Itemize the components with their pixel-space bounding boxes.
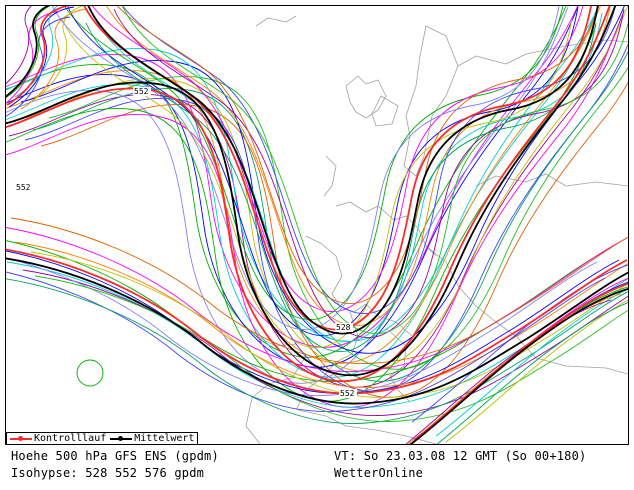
contour576-south-member-0 — [6, 240, 612, 382]
contour-label-bg — [15, 183, 33, 192]
coastline-12 — [255, 15, 297, 27]
provider-name: WetterOnline — [334, 466, 424, 480]
contour576-south-member-1 — [6, 250, 620, 394]
contour576-south-member-4 — [14, 241, 628, 388]
contour552-trough-member-6 — [16, 6, 628, 372]
contour-label: 528 — [336, 323, 351, 332]
coastlines — [245, 15, 628, 444]
contour528-trough-member-3 — [91, 12, 603, 342]
coastline-10 — [297, 409, 437, 444]
coastline-11 — [475, 173, 628, 187]
contour-label: 552 — [340, 389, 355, 398]
contour576-south-member-6 — [30, 251, 628, 398]
contour576-south-member-10 — [6, 257, 598, 396]
contour-label-bg — [133, 87, 151, 96]
contour-se-member-3 — [435, 288, 628, 437]
contour-label: 552 — [134, 87, 149, 96]
coastline-2 — [403, 25, 459, 177]
contour528-trough-member-2 — [91, 6, 584, 312]
member-closed-contour — [76, 359, 104, 387]
mean-552 — [6, 6, 617, 377]
contour552-trough-member-0 — [6, 6, 567, 358]
map-panel: 552 552 528 552 — [5, 5, 629, 445]
contour-nw-swirl-member-1 — [8, 6, 75, 108]
control-swatch — [10, 435, 32, 441]
ensemble-contour-map: 552 552 528 552 — [6, 6, 628, 444]
coastline-1 — [371, 95, 399, 127]
coastline-3 — [457, 39, 628, 67]
isohypse-levels: Isohypse: 528 552 576 gpdm — [11, 466, 205, 480]
coastline-4 — [335, 201, 437, 257]
contour-nw-swirl-member-5 — [6, 6, 32, 85]
coastline-9 — [245, 335, 307, 444]
contour-labels: 552 552 528 552 — [15, 87, 357, 398]
contour-nw-swirl-member-2 — [6, 10, 61, 104]
coastline-0 — [345, 75, 387, 119]
contour-nw-swirl-member-7 — [6, 16, 71, 117]
contour-nw-swirl-member-0 — [6, 6, 51, 99]
valid-time: VT: So 23.03.08 12 GMT (So 00+180) — [334, 449, 587, 463]
mean-swatch — [110, 435, 133, 441]
mean-se — [409, 287, 628, 444]
contour-label: 552 — [16, 183, 31, 192]
contour528-trough-member-6 — [61, 18, 573, 348]
contour528-trough-member-4 — [106, 6, 611, 326]
legend: Kontrolllauf Mittelwert — [6, 432, 199, 445]
contour-nw-swirl-member-6 — [28, 6, 84, 104]
contour576-south-member-2 — [6, 227, 628, 372]
contour552-trough-member-2 — [6, 6, 579, 348]
contour552-trough-member-9 — [40, 81, 628, 398]
coastline-13 — [323, 155, 337, 197]
contour552-trough-member-14 — [6, 30, 617, 408]
legend-mean-label: Mittelwert — [134, 433, 195, 444]
contour576-south-member-5 — [22, 269, 628, 416]
contour528-trough-member-11 — [122, 6, 628, 334]
coastline-8 — [425, 245, 628, 375]
legend-item-mean: Mittelwert — [110, 433, 194, 444]
contour528-trough-member-5 — [113, 8, 625, 338]
contour552-trough-member-1 — [6, 6, 579, 368]
mean-576 — [6, 257, 628, 405]
field-description: Hoehe 500 hPa GFS ENS (gpdm) — [11, 449, 219, 463]
contour-se-member-5 — [405, 299, 612, 444]
mean-nw — [6, 6, 50, 98]
contour528-trough-member-7 — [122, 6, 616, 314]
contour-label-bg — [335, 323, 353, 332]
ensemble-member-contours — [6, 6, 628, 444]
ensemble-mean-contours — [6, 6, 628, 444]
contour552-trough-member-11 — [48, 67, 628, 370]
control-nw — [6, 6, 72, 106]
contour-se-member-6 — [445, 299, 628, 443]
legend-item-control: Kontrolllauf — [10, 433, 106, 444]
mean-528 — [87, 6, 599, 335]
contour-label-bg — [339, 389, 357, 398]
contour-se-member-8 — [436, 302, 628, 444]
contour576-south-member-9 — [10, 217, 628, 364]
contour576-south-member-8 — [6, 278, 628, 424]
legend-control-label: Kontrolllauf — [34, 433, 107, 444]
contour528-trough-member-9 — [116, 6, 599, 304]
